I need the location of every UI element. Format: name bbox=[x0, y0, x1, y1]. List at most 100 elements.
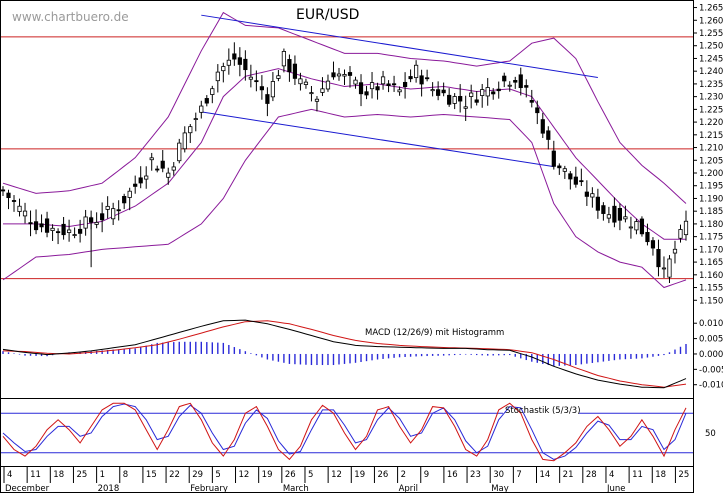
date-tick-label: 14 bbox=[540, 470, 551, 480]
candle-body bbox=[160, 160, 165, 169]
price-tick-label: 1.225 bbox=[699, 105, 723, 115]
candle-body bbox=[546, 130, 551, 140]
macd-line bbox=[2, 319, 687, 389]
candle-body bbox=[237, 57, 242, 65]
candle-body bbox=[325, 80, 331, 90]
date-tick-label: 18 bbox=[655, 470, 666, 480]
macd-tick-label: -0.010 bbox=[699, 381, 723, 391]
candle-body bbox=[667, 258, 672, 278]
watermark: www.chartbuero.de bbox=[12, 10, 129, 24]
candle-body bbox=[518, 74, 523, 89]
candle-body bbox=[270, 81, 275, 98]
candle-body bbox=[562, 168, 567, 172]
candle-body bbox=[535, 107, 540, 114]
candle-body bbox=[601, 205, 606, 214]
candle-body bbox=[502, 75, 507, 82]
stochastic-panel: 50 Stochastik (5/3/3) bbox=[0, 402, 716, 462]
candle-body bbox=[22, 210, 28, 217]
macd-signal-line bbox=[2, 320, 687, 388]
date-tick-label: 9 bbox=[424, 470, 429, 480]
candle-body bbox=[463, 106, 468, 109]
candle-body bbox=[336, 73, 342, 77]
candle-body bbox=[678, 229, 683, 239]
month-label: April bbox=[399, 484, 418, 493]
candle-body bbox=[375, 86, 380, 91]
candle-body bbox=[441, 89, 446, 94]
candle-body bbox=[303, 81, 309, 85]
candle-body bbox=[6, 192, 11, 199]
candle-body bbox=[496, 88, 501, 92]
date-tick-label: 8 bbox=[123, 470, 128, 480]
candle-body bbox=[226, 59, 231, 66]
candle-body bbox=[287, 59, 292, 73]
candle-body bbox=[243, 58, 248, 71]
candle-body bbox=[44, 218, 50, 233]
candle-body bbox=[353, 79, 358, 85]
candle-body bbox=[364, 91, 369, 96]
date-tick-label: 21 bbox=[563, 470, 574, 480]
month-label: February bbox=[190, 484, 228, 493]
date-tick-label: 25 bbox=[678, 470, 689, 480]
price-tick-label: 1.185 bbox=[699, 207, 723, 217]
bollinger-lower bbox=[2, 108, 687, 289]
candle-body bbox=[55, 231, 61, 234]
date-tick-label: 4 bbox=[609, 470, 614, 480]
candle-body bbox=[452, 96, 457, 104]
stochastic-label-bg bbox=[503, 404, 579, 416]
candle-body bbox=[138, 177, 143, 184]
candle-body bbox=[259, 86, 264, 91]
candle-body bbox=[342, 74, 347, 77]
candle-body bbox=[617, 208, 623, 221]
price-tick-label: 1.190 bbox=[699, 194, 723, 204]
price-tick-label: 1.180 bbox=[699, 220, 723, 230]
candle-body bbox=[127, 190, 132, 198]
candle-body bbox=[491, 91, 496, 95]
candle-body bbox=[612, 205, 617, 223]
candle-body bbox=[254, 80, 259, 83]
candle-body bbox=[33, 221, 39, 231]
candle-body bbox=[155, 168, 160, 171]
candle-body bbox=[430, 89, 435, 92]
price-tick-label: 1.230 bbox=[699, 93, 723, 103]
candle-body bbox=[133, 183, 138, 187]
candle-body bbox=[634, 221, 639, 231]
candle-body bbox=[474, 99, 479, 103]
candle-body bbox=[391, 83, 397, 86]
candle-body bbox=[347, 72, 353, 76]
candle-body bbox=[265, 94, 270, 104]
candle-body bbox=[672, 248, 678, 254]
trend-line bbox=[201, 14, 598, 79]
date-tick-label: 19 bbox=[262, 470, 273, 480]
price-tick-label: 1.235 bbox=[699, 80, 723, 90]
month-label: May bbox=[491, 484, 509, 493]
candle-body bbox=[248, 76, 253, 80]
candle-body bbox=[122, 196, 127, 204]
candle-body bbox=[320, 88, 325, 93]
candle-body bbox=[50, 227, 55, 231]
candle-body bbox=[469, 92, 474, 97]
price-tick-label: 1.250 bbox=[699, 42, 723, 52]
candle-body bbox=[232, 53, 237, 60]
candle-body bbox=[144, 175, 149, 180]
candle-body bbox=[215, 71, 220, 82]
candle-body bbox=[650, 240, 656, 249]
candle-body bbox=[149, 157, 154, 161]
stochastic-k-line bbox=[2, 402, 687, 462]
date-axis: 4 11 18 25 1 8 15 22 29 5 12 19 26 5 12 19 26 2 9 16 23 30 7 14… bbox=[3, 467, 689, 493]
candle-body bbox=[480, 89, 485, 96]
date-tick-label: 4 bbox=[7, 470, 12, 480]
candle-body bbox=[397, 89, 402, 93]
candle-body bbox=[485, 87, 490, 97]
date-tick-label: 22 bbox=[169, 470, 180, 480]
date-tick-label: 1 bbox=[100, 470, 105, 480]
date-tick-label: 19 bbox=[354, 470, 365, 480]
candle-body bbox=[628, 226, 634, 229]
macd-panel: MACD (12/26/9) mit Histogramm 0.010 0.005 0… bbox=[2, 319, 723, 391]
candle-body bbox=[314, 98, 320, 102]
candle-body bbox=[639, 218, 645, 235]
date-tick-label: 15 bbox=[146, 470, 157, 480]
date-tick-label: 23 bbox=[470, 470, 481, 480]
candle-body bbox=[39, 223, 44, 228]
candle-body bbox=[369, 82, 375, 90]
candle-body bbox=[105, 205, 110, 210]
